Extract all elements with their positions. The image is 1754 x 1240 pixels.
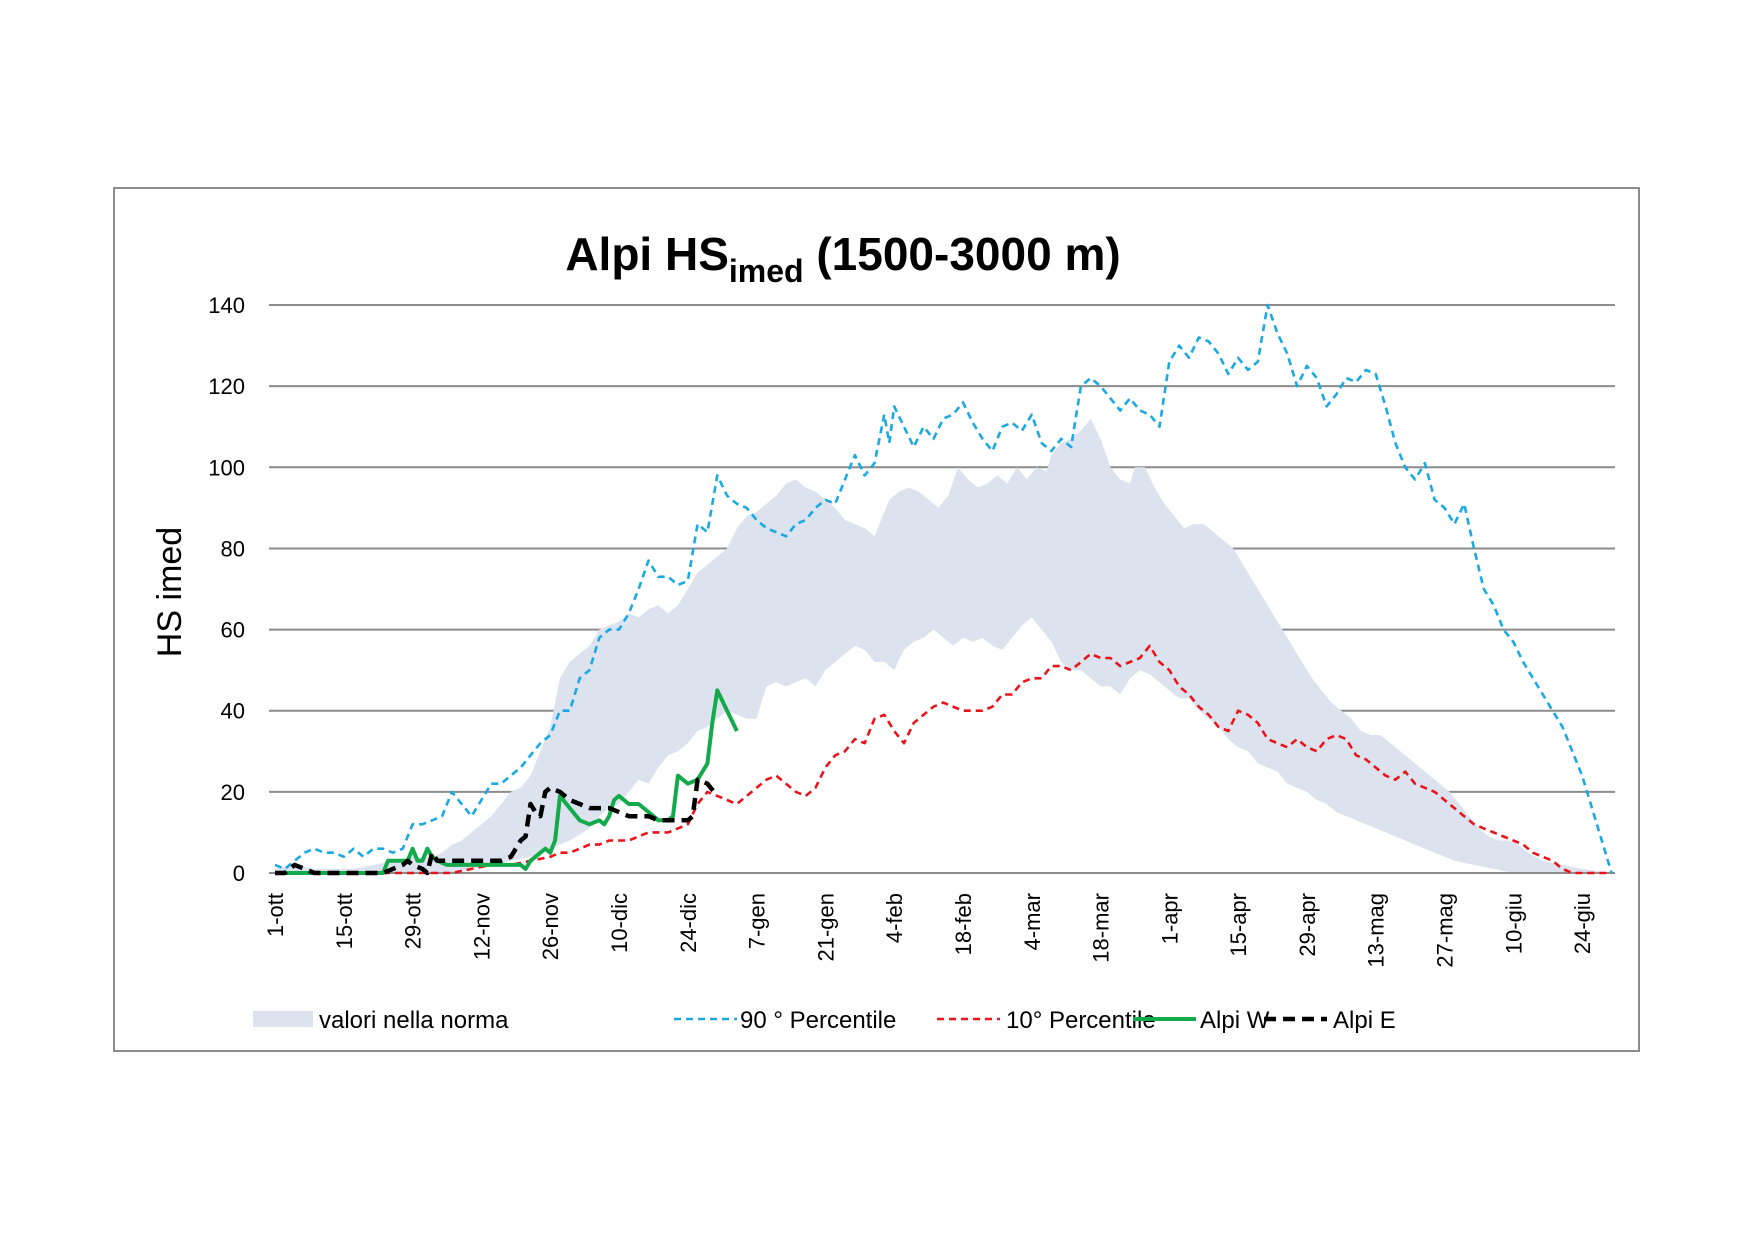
chart-title-subscript: imed bbox=[729, 253, 804, 289]
legend-item-10-percentile: 10° Percentile bbox=[937, 1007, 1156, 1034]
legend-swatch bbox=[253, 1011, 313, 1027]
x-tick-label: 18-feb bbox=[951, 893, 976, 955]
x-tick-label: 10-giu bbox=[1501, 893, 1526, 954]
legend-label: valori nella norma bbox=[319, 1007, 509, 1034]
chart-title: Alpi HSimed (1500-3000 m) bbox=[565, 228, 1120, 289]
legend-label: Alpi W bbox=[1200, 1007, 1270, 1034]
y-tick-label: 60 bbox=[221, 618, 245, 643]
x-tick-label: 15-ott bbox=[332, 893, 357, 949]
legend-item-alpi-w: Alpi W bbox=[1133, 1007, 1270, 1034]
y-tick-label: 40 bbox=[221, 699, 245, 724]
x-tick-label: 7-gen bbox=[745, 893, 770, 949]
x-tick-labels: 1-ott 15-ott 29-ott 12-nov 26-nov 10-dic 24-di… bbox=[263, 893, 1595, 968]
chart-title-suffix: (1500-3000 m) bbox=[804, 228, 1121, 280]
y-tick-label: 80 bbox=[221, 536, 245, 561]
x-tick-label: 18-mar bbox=[1089, 893, 1114, 963]
y-tick-labels: 0 20 40 60 80 100 120 140 bbox=[208, 293, 245, 886]
norm-band bbox=[275, 418, 1612, 873]
y-tick-label: 140 bbox=[208, 293, 245, 318]
y-tick-label: 120 bbox=[208, 374, 245, 399]
x-tick-label: 15-apr bbox=[1226, 893, 1251, 957]
x-tick-label: 4-feb bbox=[882, 893, 907, 943]
legend-label: 10° Percentile bbox=[1006, 1007, 1156, 1034]
x-tick-label: 29-ott bbox=[401, 893, 426, 949]
x-tick-label: 4-mar bbox=[1020, 893, 1045, 950]
x-tick-label: 26-nov bbox=[538, 893, 563, 960]
x-tick-label: 13-mag bbox=[1364, 893, 1389, 968]
legend-item-valori-nella-norma: valori nella norma bbox=[253, 1007, 509, 1034]
x-tick-label: 29-apr bbox=[1295, 893, 1320, 957]
legend: valori nella norma 90 ° Percentile 10° Per… bbox=[253, 1007, 1396, 1034]
x-tick-label: 12-nov bbox=[469, 893, 494, 960]
y-tick-label: 0 bbox=[233, 861, 245, 886]
series-alpi-w bbox=[275, 688, 739, 875]
x-tick-label: 21-gen bbox=[813, 893, 838, 962]
x-tick-label: 1-apr bbox=[1157, 893, 1182, 944]
series-alpi-e bbox=[275, 777, 720, 876]
series-10-percentile bbox=[275, 644, 1612, 875]
chart-title-main: Alpi HS bbox=[565, 228, 729, 280]
series-lines bbox=[274, 303, 1613, 876]
x-tick-label: 24-dic bbox=[676, 893, 701, 953]
legend-item-90-percentile: 90 ° Percentile bbox=[674, 1007, 896, 1034]
x-tick-label: 1-ott bbox=[263, 893, 288, 937]
x-tick-label: 24-giu bbox=[1570, 893, 1595, 954]
x-tick-label: 27-mag bbox=[1433, 893, 1458, 968]
y-axis-label: HS imed bbox=[151, 527, 189, 657]
legend-item-alpi-e: Alpi E bbox=[1264, 1007, 1396, 1034]
x-tick-label: 10-dic bbox=[607, 893, 632, 953]
legend-label: 90 ° Percentile bbox=[740, 1007, 896, 1034]
series-90-percentile bbox=[274, 303, 1613, 874]
y-tick-label: 100 bbox=[208, 455, 245, 480]
y-tick-label: 20 bbox=[221, 780, 245, 805]
legend-label: Alpi E bbox=[1333, 1007, 1396, 1034]
